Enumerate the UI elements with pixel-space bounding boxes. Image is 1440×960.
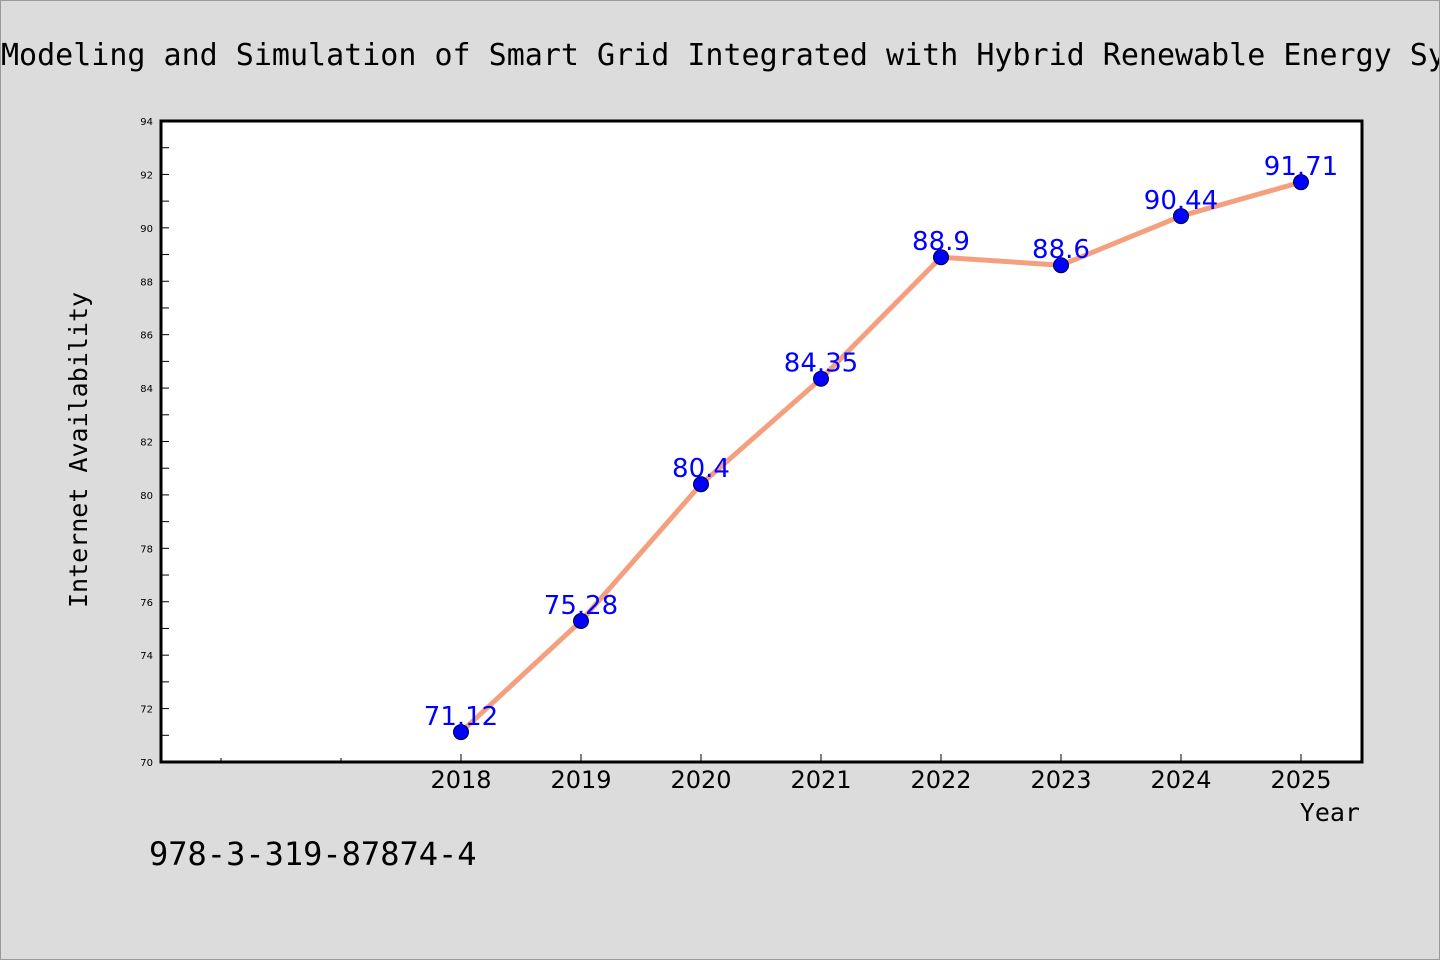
y-axis: 70 72 74 76 78 80 82 84 86 88 90 92 94 (140, 117, 169, 769)
x-axis-title: Year (1300, 798, 1360, 827)
x-tick-label: 2022 (910, 766, 971, 794)
data-label-layer: 71.12 75.28 80.4 84.35 88.9 88.6 90.44 91.71 (424, 152, 1338, 732)
data-label: 84.35 (784, 349, 858, 379)
x-tick-label: 2023 (1030, 766, 1091, 794)
isbn-footnote: 978-3-319-87874-4 (149, 835, 477, 873)
y-tick-label: 78 (140, 544, 153, 555)
y-tick-label: 92 (140, 170, 153, 181)
y-tick-label: 80 (140, 491, 153, 502)
plot-area (159, 119, 1364, 764)
x-tick-label: 2025 (1270, 766, 1331, 794)
x-axis: 2018 2019 2020 2021 2022 2023 2024 2025 (220, 754, 1332, 794)
x-tick-label: 2020 (670, 766, 731, 794)
series-layer (453, 174, 1309, 741)
y-tick-label: 94 (140, 117, 153, 128)
data-point (573, 612, 589, 629)
data-point (453, 724, 469, 741)
data-label: 88.6 (1032, 235, 1090, 265)
data-point (693, 476, 709, 493)
data-label: 88.9 (912, 227, 970, 257)
y-axis-title: Internet Availability (64, 292, 93, 608)
data-point (813, 370, 829, 387)
y-tick-label: 86 (140, 331, 153, 342)
x-tick-label: 2018 (430, 766, 491, 794)
y-tick-label: 70 (140, 758, 153, 769)
y-tick-label: 84 (140, 384, 153, 395)
y-tick-label: 72 (140, 705, 153, 716)
x-tick-label: 2024 (1150, 766, 1211, 794)
data-point (933, 249, 949, 266)
data-label: 80.4 (672, 454, 730, 484)
data-label: 71.12 (424, 702, 498, 732)
series-line (458, 179, 1304, 735)
data-label: 91.71 (1264, 152, 1338, 182)
y-tick-label: 90 (140, 224, 153, 235)
x-tick-label: 2021 (790, 766, 851, 794)
data-point (1053, 257, 1069, 274)
y-tick-label: 76 (140, 598, 153, 609)
chart-title: Modeling and Simulation of Smart Grid In… (1, 38, 1440, 73)
data-point (1173, 208, 1189, 225)
data-point (1293, 174, 1309, 191)
y-tick-label: 74 (140, 651, 153, 662)
data-label: 75.28 (544, 591, 618, 621)
data-label: 90.44 (1144, 186, 1218, 216)
x-tick-label: 2019 (550, 766, 611, 794)
y-tick-label: 82 (140, 438, 153, 449)
y-tick-label: 88 (140, 277, 153, 288)
